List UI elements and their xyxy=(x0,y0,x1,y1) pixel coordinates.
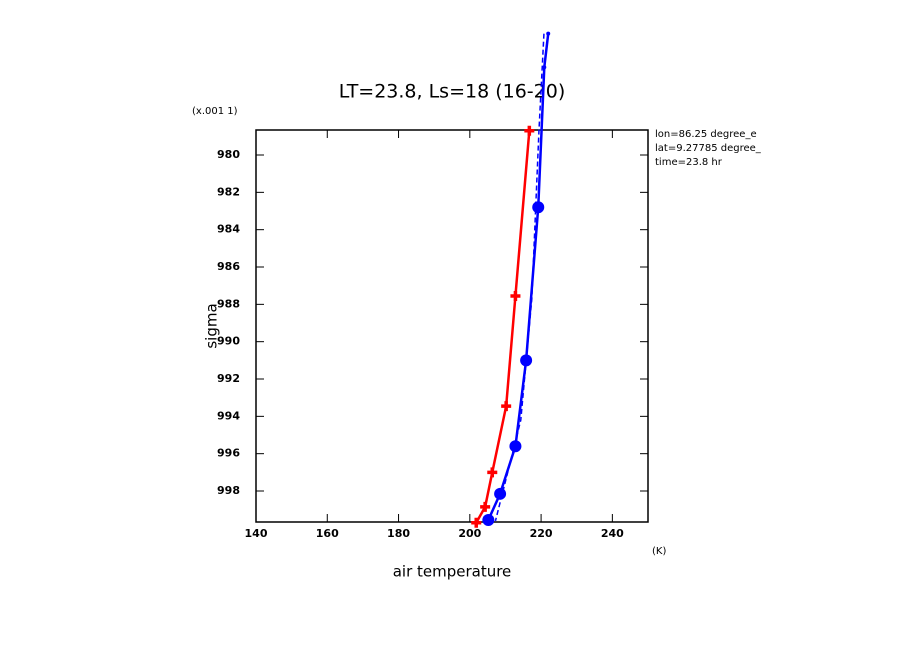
y-tick-label: 996 xyxy=(217,447,240,460)
plot-frame xyxy=(255,129,649,523)
x-tick-label: 160 xyxy=(316,527,339,540)
annotation: lon=86.25 degree_e xyxy=(655,129,757,140)
point xyxy=(532,201,545,214)
x-tick-label: 240 xyxy=(601,527,624,540)
series-line xyxy=(475,130,531,524)
point xyxy=(482,513,495,526)
point xyxy=(501,401,512,412)
y-tick-label: 982 xyxy=(217,185,240,198)
annotation: lat=9.27785 degree_ xyxy=(655,143,762,154)
point xyxy=(487,467,498,478)
series-line xyxy=(494,33,545,522)
annotation: time=23.8 hr xyxy=(655,157,723,168)
x-axis-label: air temperature xyxy=(393,563,512,581)
point xyxy=(546,31,551,36)
point xyxy=(520,354,533,367)
y-axis-label: sigma xyxy=(203,303,221,348)
point xyxy=(524,125,535,136)
y-tick-label: 984 xyxy=(217,223,240,236)
y-tick-label: 988 xyxy=(217,297,240,310)
y-tick-label: 986 xyxy=(217,260,240,273)
x-axis-unit: (K) xyxy=(652,546,666,557)
y-tick-label: 990 xyxy=(217,335,240,348)
point xyxy=(509,440,522,453)
y-tick-label: 992 xyxy=(217,372,240,385)
x-tick-label: 220 xyxy=(530,527,553,540)
x-tick-label: 200 xyxy=(458,527,481,540)
point xyxy=(471,517,482,528)
x-tick-label: 140 xyxy=(245,527,268,540)
y-tick-label: 998 xyxy=(217,484,240,497)
y-tick-label: 980 xyxy=(217,148,240,161)
point xyxy=(542,65,547,70)
point xyxy=(480,501,491,512)
y-tick-label: 994 xyxy=(217,409,240,422)
y-axis-unit: (x.001 1) xyxy=(192,106,238,117)
point xyxy=(510,290,521,301)
chart-title: LT=23.8, Ls=18 (16-20) xyxy=(339,81,566,103)
x-tick-label: 180 xyxy=(387,527,410,540)
point xyxy=(494,487,507,500)
